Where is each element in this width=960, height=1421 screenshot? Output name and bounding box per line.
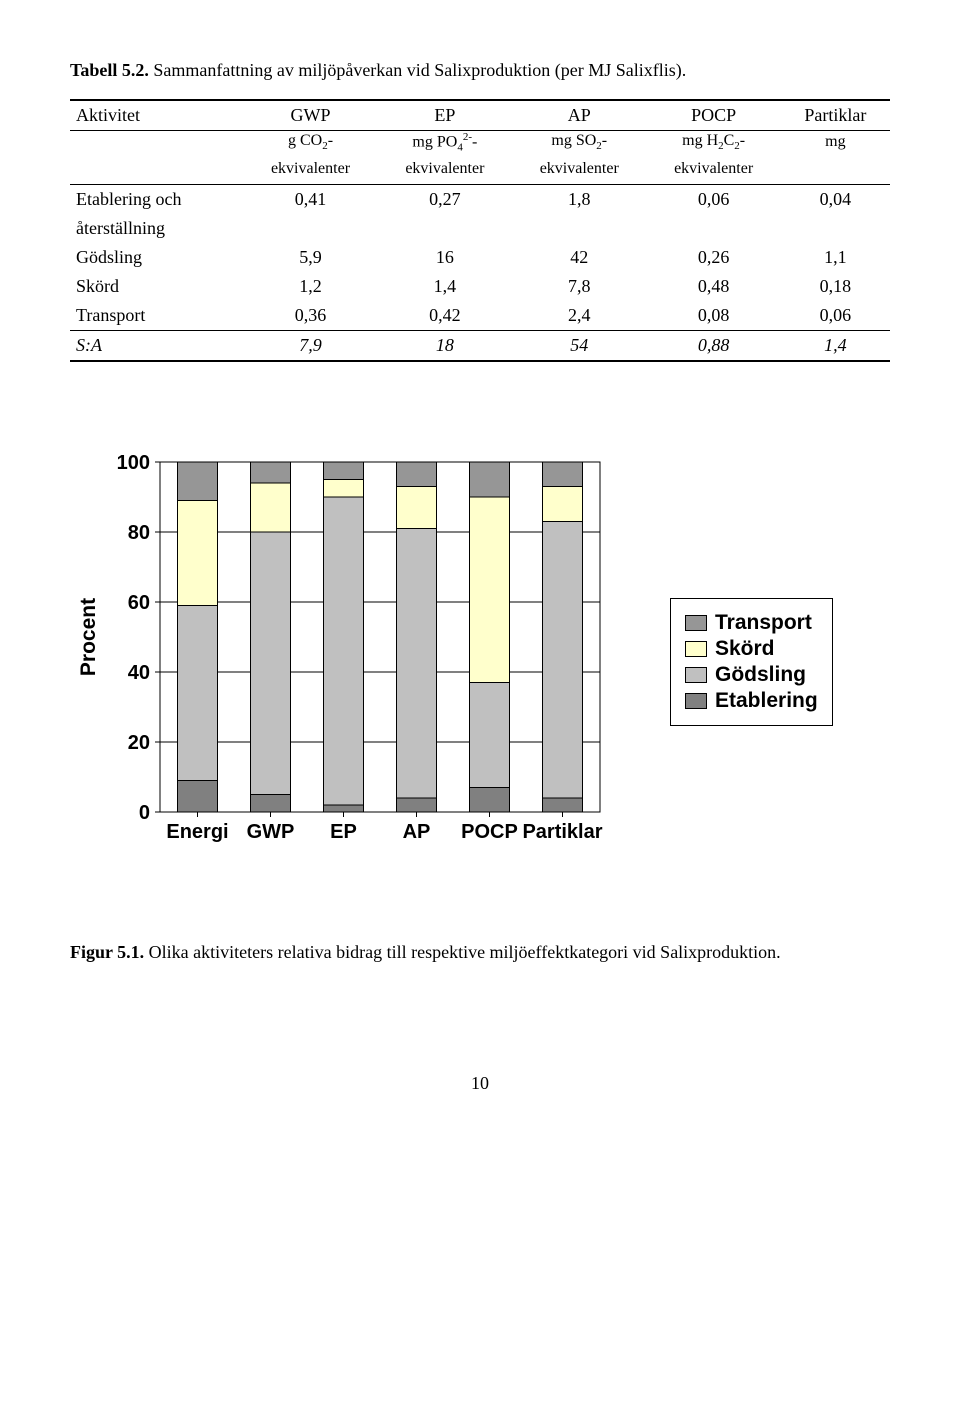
svg-text:20: 20 [128, 732, 150, 754]
cell: 0,41 [243, 184, 377, 214]
figure-caption: Figur 5.1. Olika aktiviteters relativa b… [70, 942, 890, 963]
unit-cell: mg PO42-- [378, 131, 512, 160]
table-row: Transport 0,36 0,42 2,4 0,08 0,06 [70, 301, 890, 331]
cell: 5,9 [243, 243, 377, 272]
legend-label: Transport [715, 611, 812, 635]
cell: 0,36 [243, 301, 377, 331]
unit-cell: mg H2C2- [646, 131, 780, 160]
svg-text:60: 60 [128, 592, 150, 614]
legend-item: Etablering [685, 689, 818, 713]
unit-cell: mg SO2- [512, 131, 646, 160]
cell: 7,9 [243, 330, 377, 361]
table-row: Skörd 1,2 1,4 7,8 0,48 0,18 [70, 272, 890, 301]
chart-container: 0 20 40 60 80 100 Procent Energi GWP EP AP POCPPart… [70, 452, 890, 872]
cell: 1,4 [378, 272, 512, 301]
data-table: Aktivitet GWP EP AP POCP Partiklar g CO2… [70, 99, 890, 362]
svg-text:Partiklar: Partiklar [522, 821, 602, 843]
legend-swatch [685, 693, 707, 709]
unit-cell: ekvivalenter [378, 160, 512, 185]
table-subheader-row-1: g CO2- mg PO42-- mg SO2- mg H2C2- mg [70, 131, 890, 160]
svg-text:AP: AP [403, 821, 431, 843]
page-number: 10 [70, 1073, 890, 1094]
cell: 0,06 [646, 184, 780, 214]
cell: 0,48 [646, 272, 780, 301]
figure-caption-text: Olika aktiviteters relativa bidrag till … [144, 942, 781, 962]
unit-cell: ekvivalenter [243, 160, 377, 185]
table-caption-label: Tabell 5.2. [70, 60, 149, 80]
unit-cell: g CO2- [243, 131, 377, 160]
table-subheader-row-2: ekvivalenter ekvivalenter ekvivalenter e… [70, 160, 890, 185]
table-header-row: Aktivitet GWP EP AP POCP Partiklar [70, 100, 890, 131]
cell: 0,42 [378, 301, 512, 331]
legend-item: Transport [685, 611, 818, 635]
cell: Etablering och [70, 184, 243, 214]
unit-cell: ekvivalenter [512, 160, 646, 185]
col-header: AP [512, 100, 646, 131]
stacked-bar-chart: 0 20 40 60 80 100 Procent Energi GWP EP AP POCPPart… [70, 452, 630, 872]
svg-text:Procent: Procent [77, 597, 100, 675]
cell: Transport [70, 301, 243, 331]
cell: 1,2 [243, 272, 377, 301]
table-sum-row: S:A 7,9 18 54 0,88 1,4 [70, 330, 890, 361]
cell: återställning [70, 214, 243, 243]
legend-label: Etablering [715, 689, 818, 713]
col-header: Aktivitet [70, 100, 243, 131]
col-header: Partiklar [781, 100, 890, 131]
legend-swatch [685, 615, 707, 631]
legend-label: Gödsling [715, 663, 806, 687]
cell: 1,1 [781, 243, 890, 272]
table-row: återställning [70, 214, 890, 243]
svg-text:0: 0 [139, 802, 150, 824]
figure-caption-label: Figur 5.1. [70, 942, 144, 962]
cell: 0,26 [646, 243, 780, 272]
cell: 0,04 [781, 184, 890, 214]
cell: S:A [70, 330, 243, 361]
cell: 0,88 [646, 330, 780, 361]
chart-legend: TransportSkördGödslingEtablering [670, 598, 833, 726]
legend-swatch [685, 641, 707, 657]
table-row: Gödsling 5,9 16 42 0,26 1,1 [70, 243, 890, 272]
svg-text:80: 80 [128, 522, 150, 544]
svg-text:EP: EP [330, 821, 357, 843]
legend-swatch [685, 667, 707, 683]
legend-item: Skörd [685, 637, 818, 661]
cell: Skörd [70, 272, 243, 301]
svg-text:100: 100 [117, 452, 150, 474]
cell: 2,4 [512, 301, 646, 331]
unit-cell: ekvivalenter [646, 160, 780, 185]
cell: 54 [512, 330, 646, 361]
unit-cell: mg [781, 131, 890, 160]
cell: 42 [512, 243, 646, 272]
col-header: POCP [646, 100, 780, 131]
table-row: Etablering och 0,41 0,27 1,8 0,06 0,04 [70, 184, 890, 214]
cell: 16 [378, 243, 512, 272]
cell: 0,08 [646, 301, 780, 331]
cell: 7,8 [512, 272, 646, 301]
svg-text:Energi: Energi [166, 821, 228, 843]
cell: Gödsling [70, 243, 243, 272]
cell: 0,06 [781, 301, 890, 331]
svg-text:40: 40 [128, 662, 150, 684]
legend-item: Gödsling [685, 663, 818, 687]
legend-label: Skörd [715, 637, 775, 661]
cell: 0,27 [378, 184, 512, 214]
cell: 0,18 [781, 272, 890, 301]
cell: 1,8 [512, 184, 646, 214]
svg-text:GWP: GWP [247, 821, 295, 843]
table-caption: Tabell 5.2. Sammanfattning av miljöpåver… [70, 60, 890, 81]
col-header: EP [378, 100, 512, 131]
col-header: GWP [243, 100, 377, 131]
table-caption-text: Sammanfattning av miljöpåverkan vid Sali… [149, 60, 686, 80]
cell: 1,4 [781, 330, 890, 361]
cell: 18 [378, 330, 512, 361]
svg-text:POCP: POCP [461, 821, 518, 843]
